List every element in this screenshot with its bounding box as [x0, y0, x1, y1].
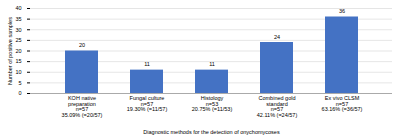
svg-text:0: 0 [18, 90, 21, 96]
svg-text:20: 20 [79, 42, 85, 48]
svg-text:36: 36 [339, 8, 345, 14]
svg-text:11: 11 [144, 61, 150, 67]
svg-text:KOH nativepreparationn=5735.09: KOH nativepreparationn=5735.09% (=20/57) [62, 95, 103, 118]
svg-text:5: 5 [18, 80, 21, 86]
svg-text:10: 10 [15, 69, 21, 75]
svg-text:15: 15 [15, 58, 21, 64]
svg-text:25: 25 [15, 37, 21, 43]
svg-text:11: 11 [209, 61, 215, 67]
svg-text:Fungal culturen=5719.30% (=11/: Fungal culturen=5719.30% (=11/57) [127, 95, 168, 112]
svg-text:Histologyn=5320.75% (=11/53): Histologyn=5320.75% (=11/53) [192, 95, 233, 112]
svg-text:20: 20 [15, 48, 21, 54]
svg-text:Diagnostic methods for the det: Diagnostic methods for the detection of … [143, 129, 280, 135]
svg-text:Number of positive samples: Number of positive samples [7, 17, 13, 85]
svg-text:35: 35 [15, 16, 21, 22]
svg-text:30: 30 [15, 27, 21, 33]
svg-text:Ex vivo CLSMn=5763.16% (=36/57: Ex vivo CLSMn=5763.16% (=36/57) [322, 95, 363, 112]
svg-text:Combined goldstandardn=5742.11: Combined goldstandardn=5742.11% (=24/57) [257, 95, 298, 118]
svg-text:24: 24 [274, 34, 280, 40]
svg-text:40: 40 [15, 5, 21, 11]
